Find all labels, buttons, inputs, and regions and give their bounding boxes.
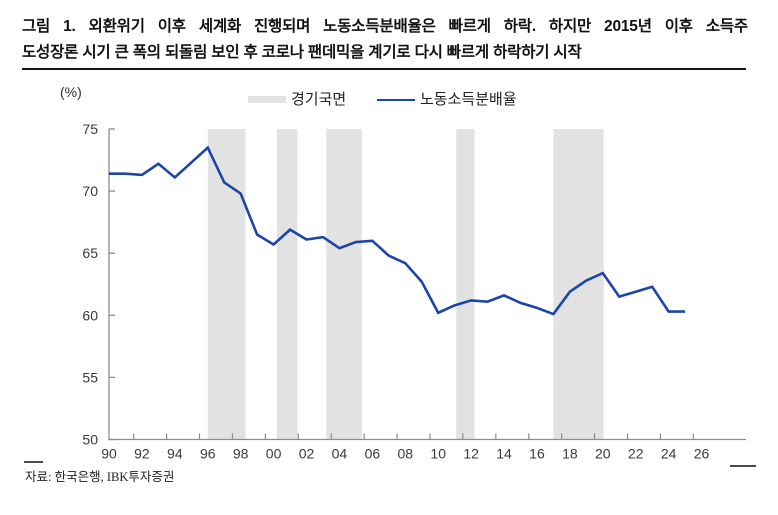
x-tick-label: 24 <box>661 446 677 462</box>
recession-band-legend-label: 경기국면 <box>291 91 347 108</box>
recession-band <box>326 129 362 440</box>
y-tick-label: 65 <box>82 245 98 261</box>
recession-band <box>456 129 475 440</box>
table-border-fragment-left <box>24 461 43 463</box>
x-tick-label: 14 <box>496 446 512 462</box>
x-tick-label: 26 <box>694 446 710 462</box>
labor-income-share-line <box>109 145 686 316</box>
x-tick-label: 96 <box>200 446 216 462</box>
y-tick-label: 75 <box>82 121 98 137</box>
x-tick-label: 04 <box>332 446 348 462</box>
x-tick-label: 00 <box>266 446 282 462</box>
x-tick-label: 18 <box>562 446 578 462</box>
x-tick-label: 92 <box>134 446 150 462</box>
table-border-fragment-right <box>730 465 756 467</box>
x-tick-label: 10 <box>430 446 446 462</box>
y-tick-label: 70 <box>82 183 98 199</box>
chart-legend: 경기국면 노동소득분배율 <box>0 87 778 109</box>
series-line-legend-swatch <box>377 98 415 102</box>
recession-band <box>276 129 298 440</box>
x-tick-label: 22 <box>628 446 644 462</box>
y-tick-label: 55 <box>82 369 98 385</box>
figure-title: 그림 1. 외환위기 이후 세계화 진행되며 노동소득분배율은 빠르게 하락. … <box>22 14 748 65</box>
x-tick-label: 90 <box>101 446 117 462</box>
y-tick-label: 60 <box>82 307 98 323</box>
x-tick-label: 16 <box>529 446 545 462</box>
recession-band <box>553 129 604 440</box>
recession-band <box>207 129 246 440</box>
figure-title-line1: 그림 1. 외환위기 이후 세계화 진행되며 노동소득분배율은 빠르게 하락. … <box>22 18 748 35</box>
y-tick-label: 50 <box>82 432 98 448</box>
x-tick-label: 12 <box>463 446 479 462</box>
x-tick-label: 98 <box>233 446 249 462</box>
x-tick-label: 20 <box>595 446 611 462</box>
x-tick-label: 06 <box>365 446 381 462</box>
x-tick-label: 02 <box>299 446 315 462</box>
x-tick-label: 94 <box>167 446 183 462</box>
title-divider-rule <box>22 68 746 70</box>
x-tick-label: 08 <box>397 446 413 462</box>
source-note: 자료: 한국은행, IBK투자증권 <box>25 470 175 484</box>
recession-band-legend-swatch <box>248 96 286 103</box>
y-axis-unit-label: (%) <box>60 84 82 100</box>
series-line-legend-label: 노동소득분배율 <box>420 91 517 108</box>
figure-title-line2: 도성장론 시기 큰 폭의 되돌림 보인 후 코로나 팬데믹을 계기로 다시 빠르… <box>22 43 582 61</box>
